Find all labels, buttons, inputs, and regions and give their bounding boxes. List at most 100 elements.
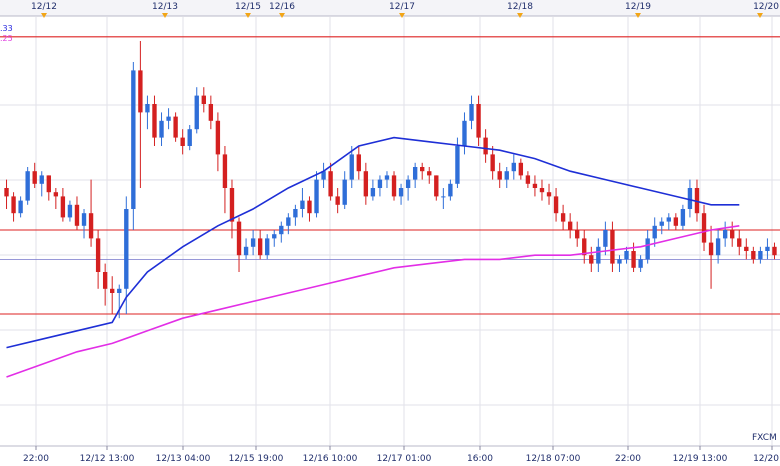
date-marker-label: 12/16 [269,2,295,12]
candle-body [582,238,587,256]
candle-body [490,154,495,172]
candle-body [46,175,51,193]
candle-body [680,209,686,226]
candle-body [694,188,700,214]
candle-body [342,179,347,205]
candle-body [138,70,143,113]
x-tick-label: 12/13 04:00 [156,454,211,464]
candle-body [666,217,671,222]
x-tick-label: 12/12 13:00 [80,454,135,464]
ma-blue-label: .33 [0,24,13,33]
candle-body [314,179,319,214]
x-tick-label: 12/18 07:00 [526,454,581,464]
date-marker-arrow [399,13,405,18]
candle-body [243,246,249,256]
candle-body [483,137,488,155]
candle-body [596,246,601,264]
candle-body [363,171,369,197]
candle-body [124,209,129,289]
candle-body [335,196,340,205]
candle-body [208,104,214,121]
candlesticks [4,41,777,319]
candle-body [434,175,439,197]
x-tick-label: 22:00 [615,454,641,464]
candle-body [504,171,509,180]
candle-body [377,179,383,188]
horizontal-levels [0,36,780,315]
date-marker-label: 12/17 [389,2,415,12]
candle-body [420,167,425,172]
date-marker-arrow [757,13,763,18]
candle-body [222,154,228,188]
candle-body [603,230,608,247]
candle-body [110,288,115,293]
candle-body [194,95,199,130]
candle-body [751,251,756,260]
candle-body [272,234,277,239]
candle-body [730,230,735,239]
candle-body [173,116,178,138]
x-tick-label: 16:00 [467,454,493,464]
ma-blue-line [6,136,740,349]
candle-body [145,104,150,113]
candle-body [701,213,707,243]
candle-body [152,104,157,138]
candle-body [384,175,390,180]
ma-magenta-line [6,225,740,378]
candle-body [166,116,171,121]
candle-body [532,183,538,188]
candle-body [265,238,270,256]
candle-body [67,204,73,218]
x-tick-label: 12/17 01:00 [377,454,432,464]
candle-body [60,196,66,218]
date-marker-label: 12/15 [235,2,261,12]
candle-body [95,238,101,272]
candle-body [539,188,545,193]
date-marker-arrow [41,13,47,18]
moving-averages [6,136,740,378]
date-marker-arrow [162,13,168,18]
candle-body [356,154,361,172]
grid-lines [0,17,780,446]
candle-body [525,175,531,184]
candle-body [645,238,650,260]
candle-body [321,171,326,180]
candle-body [328,171,333,197]
candle-body [398,188,404,197]
candle-body [236,221,242,256]
candle-body [687,188,693,209]
candle-body [81,213,87,226]
candle-body [215,120,221,155]
candle-body [708,242,714,256]
candle-body [39,175,44,184]
candle-body [131,70,136,210]
candle-body [441,196,446,198]
date-marker-label: 12/12 [31,2,57,12]
candle-body [560,213,566,222]
candle-body [117,288,122,293]
x-tick-label: 12/15 19:00 [229,454,284,464]
candle-body [25,171,30,201]
candle-body [758,251,763,260]
date-marker-label: 12/13 [152,2,178,12]
provider-label: FXCM M [752,433,780,443]
candle-body [610,230,615,264]
candle-body [469,104,474,121]
candle-body [427,171,432,176]
candle-body [412,167,418,180]
candle-body [497,171,502,180]
candle-body [617,259,622,264]
date-marker-arrow [635,13,641,18]
candle-body [772,246,777,256]
x-axis-ticks: 22:00 12/12 13:00 12/13 04:00 12/15 19:00 12… [23,446,779,464]
candle-body [589,255,594,264]
candle-body [88,213,94,239]
ma-magenta-label: .25 [0,34,13,43]
candle-body [715,238,721,256]
candle-body [4,188,9,197]
date-marker-label: 12/18 [507,2,533,12]
x-tick-label: 22:00 [23,454,49,464]
candle-body [567,221,573,230]
candle-body [349,154,354,180]
